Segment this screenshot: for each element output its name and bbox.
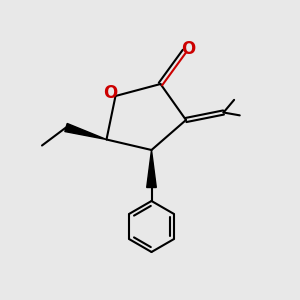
Polygon shape: [147, 150, 156, 188]
Polygon shape: [65, 124, 106, 140]
Text: O: O: [103, 84, 117, 102]
Text: O: O: [181, 40, 195, 58]
